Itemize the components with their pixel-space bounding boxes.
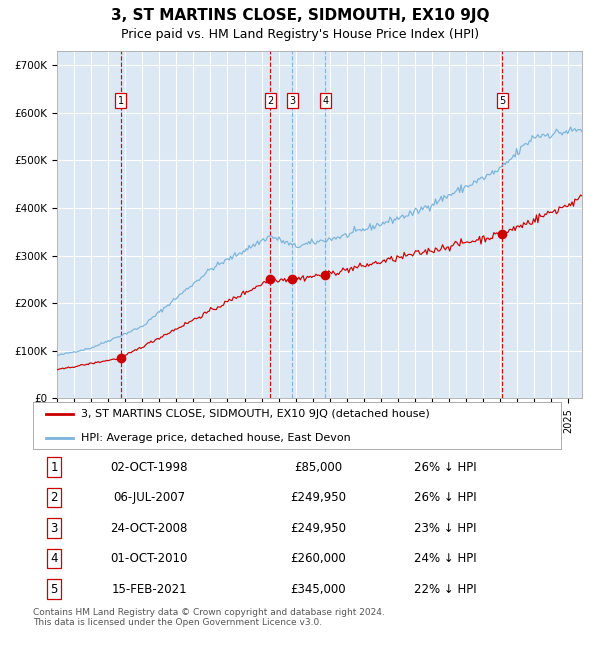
Text: 15-FEB-2021: 15-FEB-2021 — [112, 582, 187, 595]
Text: 3, ST MARTINS CLOSE, SIDMOUTH, EX10 9JQ (detached house): 3, ST MARTINS CLOSE, SIDMOUTH, EX10 9JQ … — [80, 410, 429, 419]
Text: 06-JUL-2007: 06-JUL-2007 — [113, 491, 185, 504]
Text: £249,950: £249,950 — [290, 521, 346, 534]
Text: 4: 4 — [50, 552, 58, 566]
Text: Contains HM Land Registry data © Crown copyright and database right 2024.
This d: Contains HM Land Registry data © Crown c… — [33, 608, 385, 627]
Text: 01-OCT-2010: 01-OCT-2010 — [110, 552, 188, 566]
Text: 26% ↓ HPI: 26% ↓ HPI — [413, 491, 476, 504]
Text: 5: 5 — [499, 96, 505, 106]
Text: 2: 2 — [50, 491, 58, 504]
Text: 3, ST MARTINS CLOSE, SIDMOUTH, EX10 9JQ: 3, ST MARTINS CLOSE, SIDMOUTH, EX10 9JQ — [111, 8, 489, 23]
Text: 24% ↓ HPI: 24% ↓ HPI — [413, 552, 476, 566]
Text: 02-OCT-1998: 02-OCT-1998 — [110, 460, 188, 473]
Text: 24-OCT-2008: 24-OCT-2008 — [110, 521, 188, 534]
Text: Price paid vs. HM Land Registry's House Price Index (HPI): Price paid vs. HM Land Registry's House … — [121, 28, 479, 41]
Text: 3: 3 — [50, 521, 58, 534]
Text: 26% ↓ HPI: 26% ↓ HPI — [413, 460, 476, 473]
Text: £260,000: £260,000 — [290, 552, 346, 566]
Text: 22% ↓ HPI: 22% ↓ HPI — [413, 582, 476, 595]
Text: £345,000: £345,000 — [290, 582, 346, 595]
Text: 4: 4 — [322, 96, 329, 106]
Text: 3: 3 — [289, 96, 295, 106]
Text: £85,000: £85,000 — [294, 460, 342, 473]
Text: 23% ↓ HPI: 23% ↓ HPI — [413, 521, 476, 534]
Text: 5: 5 — [50, 582, 58, 595]
Text: £249,950: £249,950 — [290, 491, 346, 504]
Text: 1: 1 — [50, 460, 58, 473]
Text: HPI: Average price, detached house, East Devon: HPI: Average price, detached house, East… — [80, 433, 350, 443]
Text: 1: 1 — [118, 96, 124, 106]
Text: 2: 2 — [267, 96, 274, 106]
